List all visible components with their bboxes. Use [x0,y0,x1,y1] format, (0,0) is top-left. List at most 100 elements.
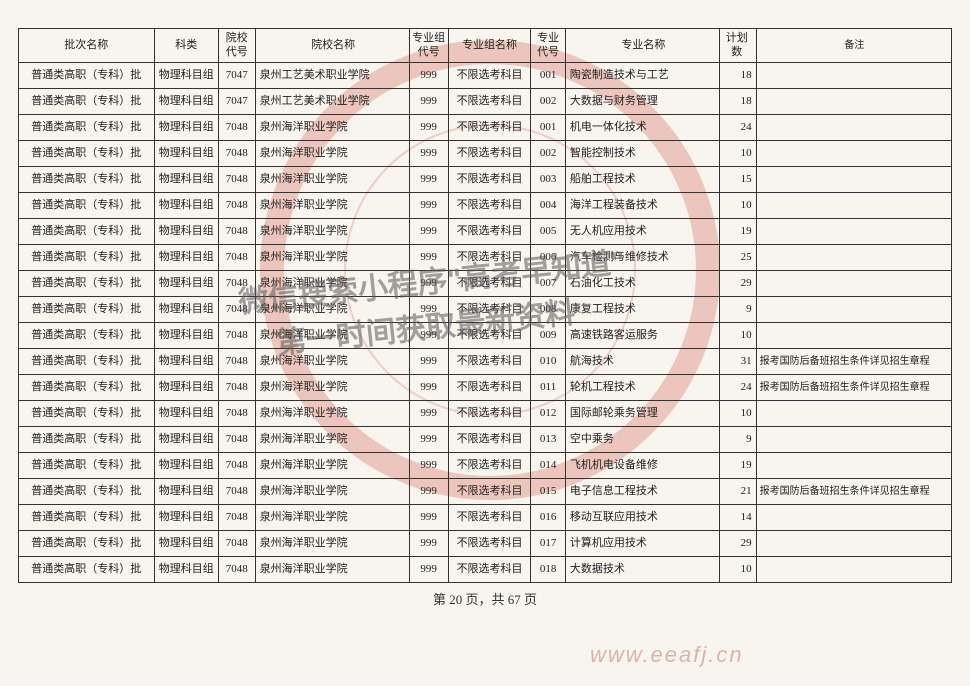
cell-mname: 轮机工程技术 [565,375,719,401]
cell-plan: 15 [719,167,756,193]
cell-gname: 不限选考科目 [448,271,531,297]
cell-plan: 10 [719,141,756,167]
cell-mcode: 003 [531,167,565,193]
table-row: 普通类高职（专科）批物理科目组7048泉州海洋职业学院999不限选考科目001机… [19,115,952,141]
cell-gname: 不限选考科目 [448,323,531,349]
cell-note [756,505,951,531]
cell-gcode: 999 [409,505,448,531]
cell-batch: 普通类高职（专科）批 [19,505,155,531]
cell-note [756,167,951,193]
cell-mname: 大数据技术 [565,557,719,583]
cell-gcode: 999 [409,219,448,245]
cell-mname: 移动互联应用技术 [565,505,719,531]
cell-batch: 普通类高职（专科）批 [19,557,155,583]
cell-sname: 泉州海洋职业学院 [255,375,409,401]
cell-mcode: 002 [531,141,565,167]
cell-scode: 7048 [218,557,255,583]
cell-mname: 大数据与财务管理 [565,89,719,115]
cell-sname: 泉州海洋职业学院 [255,297,409,323]
cell-mcode: 008 [531,297,565,323]
table-row: 普通类高职（专科）批物理科目组7048泉州海洋职业学院999不限选考科目005无… [19,219,952,245]
th-school-code: 院校代号 [218,29,255,63]
cell-note [756,531,951,557]
cell-mcode: 004 [531,193,565,219]
cell-plan: 10 [719,401,756,427]
cell-scode: 7047 [218,63,255,89]
cell-mname: 石油化工技术 [565,271,719,297]
cell-scode: 7048 [218,271,255,297]
cell-batch: 普通类高职（专科）批 [19,375,155,401]
cell-batch: 普通类高职（专科）批 [19,219,155,245]
cell-mcode: 012 [531,401,565,427]
table-row: 普通类高职（专科）批物理科目组7048泉州海洋职业学院999不限选考科目015电… [19,479,952,505]
cell-subject: 物理科目组 [154,505,218,531]
cell-gname: 不限选考科目 [448,219,531,245]
cell-sname: 泉州工艺美术职业学院 [255,89,409,115]
cell-scode: 7048 [218,219,255,245]
cell-plan: 14 [719,505,756,531]
cell-subject: 物理科目组 [154,193,218,219]
cell-subject: 物理科目组 [154,557,218,583]
cell-sname: 泉州海洋职业学院 [255,167,409,193]
cell-sname: 泉州工艺美术职业学院 [255,63,409,89]
cell-mname: 计算机应用技术 [565,531,719,557]
cell-gname: 不限选考科目 [448,115,531,141]
cell-gcode: 999 [409,427,448,453]
th-subject: 科类 [154,29,218,63]
cell-subject: 物理科目组 [154,89,218,115]
cell-sname: 泉州海洋职业学院 [255,245,409,271]
cell-gname: 不限选考科目 [448,63,531,89]
cell-mcode: 018 [531,557,565,583]
cell-subject: 物理科目组 [154,245,218,271]
cell-sname: 泉州海洋职业学院 [255,531,409,557]
cell-plan: 9 [719,297,756,323]
cell-sname: 泉州海洋职业学院 [255,193,409,219]
cell-plan: 24 [719,115,756,141]
cell-batch: 普通类高职（专科）批 [19,245,155,271]
cell-gcode: 999 [409,401,448,427]
cell-mcode: 011 [531,375,565,401]
cell-mcode: 013 [531,427,565,453]
cell-scode: 7048 [218,115,255,141]
cell-note [756,427,951,453]
cell-batch: 普通类高职（专科）批 [19,89,155,115]
table-row: 普通类高职（专科）批物理科目组7048泉州海洋职业学院999不限选考科目016移… [19,505,952,531]
table-row: 普通类高职（专科）批物理科目组7048泉州海洋职业学院999不限选考科目006汽… [19,245,952,271]
cell-subject: 物理科目组 [154,479,218,505]
cell-gcode: 999 [409,245,448,271]
th-group-name: 专业组名称 [448,29,531,63]
cell-subject: 物理科目组 [154,427,218,453]
cell-scode: 7048 [218,141,255,167]
cell-plan: 9 [719,427,756,453]
cell-subject: 物理科目组 [154,531,218,557]
cell-plan: 18 [719,89,756,115]
th-batch: 批次名称 [19,29,155,63]
cell-sname: 泉州海洋职业学院 [255,557,409,583]
cell-gcode: 999 [409,349,448,375]
cell-mname: 汽车检测与维修技术 [565,245,719,271]
cell-plan: 10 [719,557,756,583]
cell-note [756,245,951,271]
table-row: 普通类高职（专科）批物理科目组7048泉州海洋职业学院999不限选考科目018大… [19,557,952,583]
cell-gname: 不限选考科目 [448,375,531,401]
cell-note [756,557,951,583]
cell-sname: 泉州海洋职业学院 [255,453,409,479]
cell-batch: 普通类高职（专科）批 [19,271,155,297]
table-row: 普通类高职（专科）批物理科目组7048泉州海洋职业学院999不限选考科目008康… [19,297,952,323]
cell-batch: 普通类高职（专科）批 [19,141,155,167]
cell-scode: 7048 [218,505,255,531]
cell-subject: 物理科目组 [154,453,218,479]
cell-gname: 不限选考科目 [448,505,531,531]
cell-gname: 不限选考科目 [448,167,531,193]
table-row: 普通类高职（专科）批物理科目组7048泉州海洋职业学院999不限选考科目009高… [19,323,952,349]
cell-mname: 航海技术 [565,349,719,375]
cell-batch: 普通类高职（专科）批 [19,479,155,505]
cell-gcode: 999 [409,531,448,557]
cell-plan: 29 [719,531,756,557]
table-row: 普通类高职（专科）批物理科目组7048泉州海洋职业学院999不限选考科目013空… [19,427,952,453]
cell-plan: 19 [719,453,756,479]
cell-gname: 不限选考科目 [448,427,531,453]
cell-note [756,63,951,89]
cell-scode: 7048 [218,453,255,479]
cell-gcode: 999 [409,89,448,115]
